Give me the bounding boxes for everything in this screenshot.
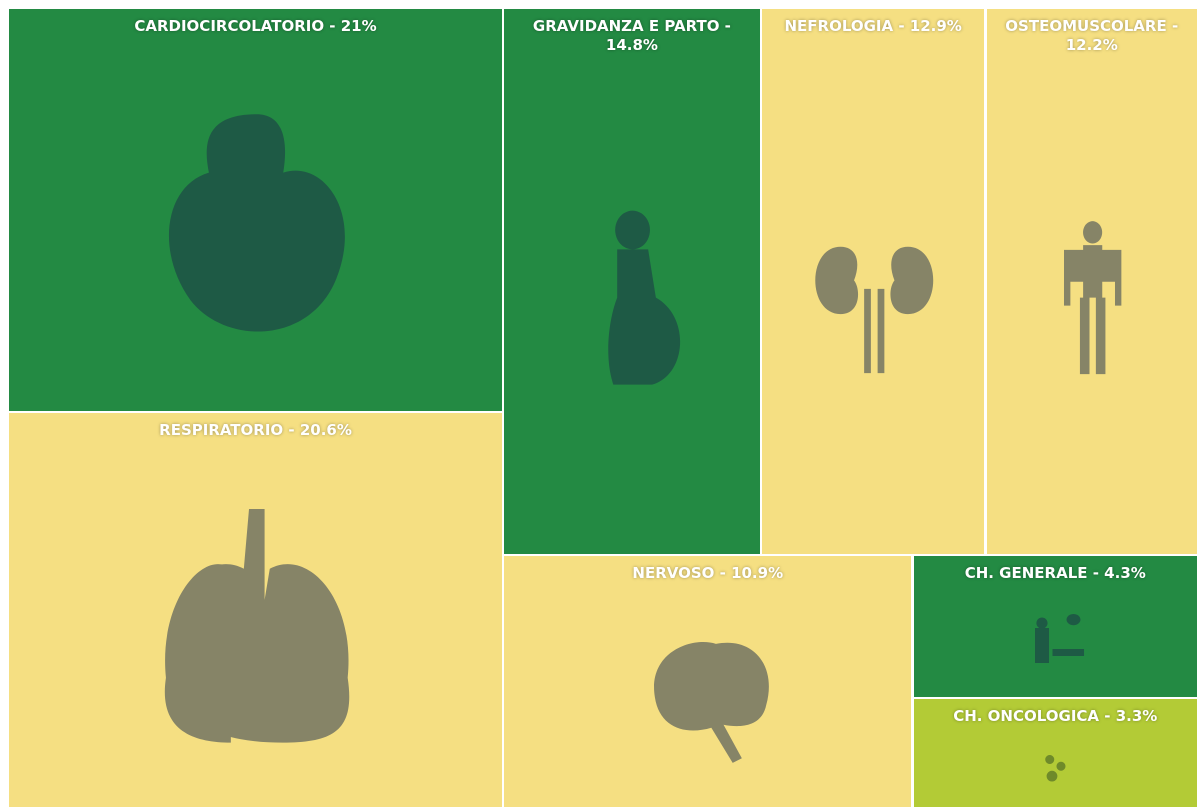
icon (1044, 755, 1066, 783)
tile: GRAVIDANZA E PARTO - 14.8% (503, 8, 761, 555)
tile-label: NERVOSO - 10.9% (632, 563, 784, 582)
icon-shape (1035, 614, 1085, 664)
tile-label: CH. ONCOLOGICA - 3.3% (953, 706, 1158, 725)
tile-label: CARDIOCIRCOLATORIO - 21% (134, 17, 377, 35)
icon (608, 210, 681, 385)
icon (654, 641, 770, 763)
tile: CH. GENERALE - 4.3% (912, 554, 1198, 698)
icon (1035, 614, 1085, 664)
tile-label: NEFROLOGIA - 12.9% (784, 17, 962, 35)
icon-shape (815, 246, 934, 374)
icon-shape (1044, 755, 1066, 783)
tile-label: RESPIRATORIO - 20.6% (159, 420, 352, 439)
icon-shape (164, 509, 349, 743)
tile: OSTEOMUSCOLARE - 12.2% (985, 8, 1198, 555)
tile: NERVOSO - 10.9% (503, 554, 913, 808)
icon-shape (608, 210, 681, 385)
tile: CARDIOCIRCOLATORIO - 21% (8, 8, 504, 412)
icon-shape (654, 641, 770, 763)
treemap: CARDIOCIRCOLATORIO - 21% RESPIRATORIO - 2… (8, 8, 1198, 808)
icon-shape (168, 114, 345, 332)
tile-label: CH. GENERALE - 4.3% (964, 563, 1146, 582)
tile: NEFROLOGIA - 12.9% (760, 8, 986, 555)
tile: CH. ONCOLOGICA - 3.3% (912, 697, 1198, 808)
icon-shape (1064, 220, 1122, 374)
icon (164, 509, 349, 743)
tile-label: GRAVIDANZA E PARTO - 14.8% (532, 17, 731, 54)
tile: RESPIRATORIO - 20.6% (8, 411, 504, 808)
icon (1064, 220, 1122, 374)
icon (168, 114, 345, 332)
tile-label: OSTEOMUSCOLARE - 12.2% (1005, 17, 1179, 54)
icon (815, 246, 934, 374)
